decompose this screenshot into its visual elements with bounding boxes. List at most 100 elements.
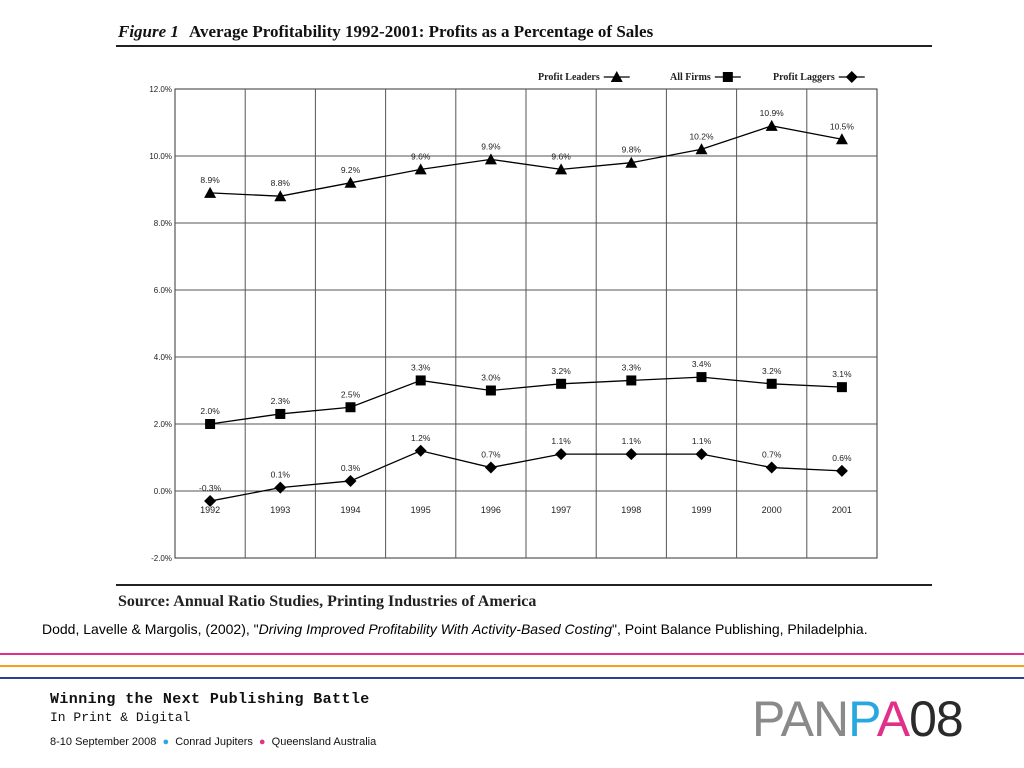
series-line [209, 450, 842, 502]
data-point [274, 481, 287, 494]
separator-dot-icon: ● [162, 736, 170, 748]
data-point [484, 153, 497, 165]
bottom-rule [116, 584, 932, 586]
y-tick-label: 0.0% [154, 487, 172, 496]
y-tick-label: 6.0% [154, 286, 172, 295]
footer-stripe-orange [0, 665, 1024, 667]
data-point [835, 464, 848, 477]
legend-entry: All Firms [670, 72, 741, 83]
footer-subtitle: In Print & Digital [50, 710, 191, 725]
data-label: 10.9% [760, 108, 785, 118]
data-label: 9.8% [622, 145, 642, 155]
series-all-firms: 2.0% 2.3% 2.5% 3.3% 3.0% 3.2% 3.3% 3.4% 3.2% 3.1% [200, 359, 852, 429]
y-tick-label: 2.0% [154, 420, 172, 429]
y-tick-label: 8.0% [154, 219, 172, 228]
data-point [625, 448, 638, 461]
data-label: 0.7% [762, 450, 782, 460]
data-point [344, 176, 357, 188]
data-label: 1.1% [551, 436, 571, 446]
data-point [274, 190, 287, 202]
x-tick-label: 2000 [762, 505, 782, 515]
data-label: 9.6% [411, 151, 431, 161]
data-point [345, 402, 356, 413]
data-label: 1.1% [622, 436, 642, 446]
data-point [836, 382, 847, 393]
series-line [210, 376, 842, 425]
legend-entry: Profit Laggers [773, 71, 865, 83]
data-point [696, 372, 707, 383]
series-line [210, 125, 843, 197]
data-point [555, 163, 568, 175]
data-point [835, 133, 848, 145]
data-label: 9.2% [341, 165, 361, 175]
legend-marker [722, 72, 733, 82]
data-point [344, 474, 357, 487]
data-label: 3.3% [622, 362, 642, 372]
data-point [275, 408, 286, 419]
citation-authors: Dodd, Lavelle & Margolis, (2002), " [42, 621, 259, 637]
data-label: 10.5% [830, 121, 855, 131]
legend-label: Profit Leaders [538, 72, 600, 83]
y-tick-label: 10.0% [149, 152, 172, 161]
data-point [625, 156, 638, 168]
footer-stripe-blue [0, 677, 1024, 679]
data-label: 3.2% [551, 366, 571, 376]
series-profit-laggers: -0.3% 0.1% 0.3% 1.2% 0.7% 1.1% 1.1% 1.1% 0.7% 0.6… [199, 433, 852, 508]
citation: Dodd, Lavelle & Margolis, (2002), "Drivi… [42, 621, 868, 637]
data-label: 2.0% [200, 406, 220, 416]
data-point [556, 378, 567, 389]
data-point [204, 495, 217, 508]
data-point [766, 378, 777, 389]
x-tick-label: 2001 [832, 505, 852, 515]
event-dates: 8-10 September 2008 [50, 736, 157, 748]
data-label: 8.8% [271, 178, 291, 188]
data-label: 9.9% [481, 141, 501, 151]
footer-event-details: 8-10 September 2008 ● Conrad Jupiters ● … [50, 736, 376, 748]
data-point [695, 448, 708, 461]
data-point [204, 186, 217, 198]
data-point [626, 375, 637, 386]
data-label: 10.2% [689, 131, 714, 141]
event-venue: Conrad Jupiters [175, 736, 253, 748]
data-label: 3.1% [832, 369, 852, 379]
data-point [205, 419, 216, 429]
x-tick-label: 1997 [551, 505, 571, 515]
logo-part: PAN [752, 691, 849, 747]
legend-label: Profit Laggers [773, 72, 835, 83]
event-location: Queensland Australia [271, 736, 377, 748]
logo-part: P [848, 691, 878, 747]
x-tick-label: 1996 [481, 505, 501, 515]
data-label: 2.5% [341, 389, 361, 399]
data-point [695, 143, 708, 155]
legend-label: All Firms [670, 72, 711, 83]
x-tick-label: 1995 [411, 505, 431, 515]
data-label: 0.1% [271, 470, 291, 480]
legend-marker [610, 71, 623, 82]
data-point [484, 461, 497, 474]
data-label: 0.6% [832, 453, 852, 463]
y-tick-label: -2.0% [151, 554, 172, 563]
legend-marker [845, 71, 858, 83]
data-label: -0.3% [199, 483, 222, 493]
footer-stripe-pink [0, 653, 1024, 655]
x-tick-label: 1999 [691, 505, 711, 515]
series-profit-leaders: 8.9% 8.8% 9.2% 9.6% 9.9% 9.6% 9.8% 10.2% 10.9% 10… [200, 108, 855, 202]
data-label: 0.3% [341, 463, 361, 473]
data-label: 9.6% [551, 151, 571, 161]
figure-title-text: Average Profitability 1992-2001: Profits… [188, 22, 654, 41]
footer-title: Winning the Next Publishing Battle [50, 691, 370, 708]
data-label: 1.1% [692, 436, 712, 446]
data-point [555, 448, 568, 461]
data-point [415, 375, 426, 386]
data-point [765, 119, 778, 131]
figure-title: Figure 1 Average Profitability 1992-2001:… [118, 22, 938, 42]
separator-dot-icon: ● [258, 736, 266, 748]
data-label: 3.4% [692, 359, 712, 369]
panpa08-logo: PANPA08 [752, 691, 964, 747]
data-label: 3.0% [481, 373, 501, 383]
x-tick-label: 1992 [200, 505, 220, 515]
logo-part: A [876, 691, 910, 747]
data-point [765, 461, 778, 474]
data-label: 8.9% [200, 175, 220, 185]
data-point [414, 163, 427, 175]
